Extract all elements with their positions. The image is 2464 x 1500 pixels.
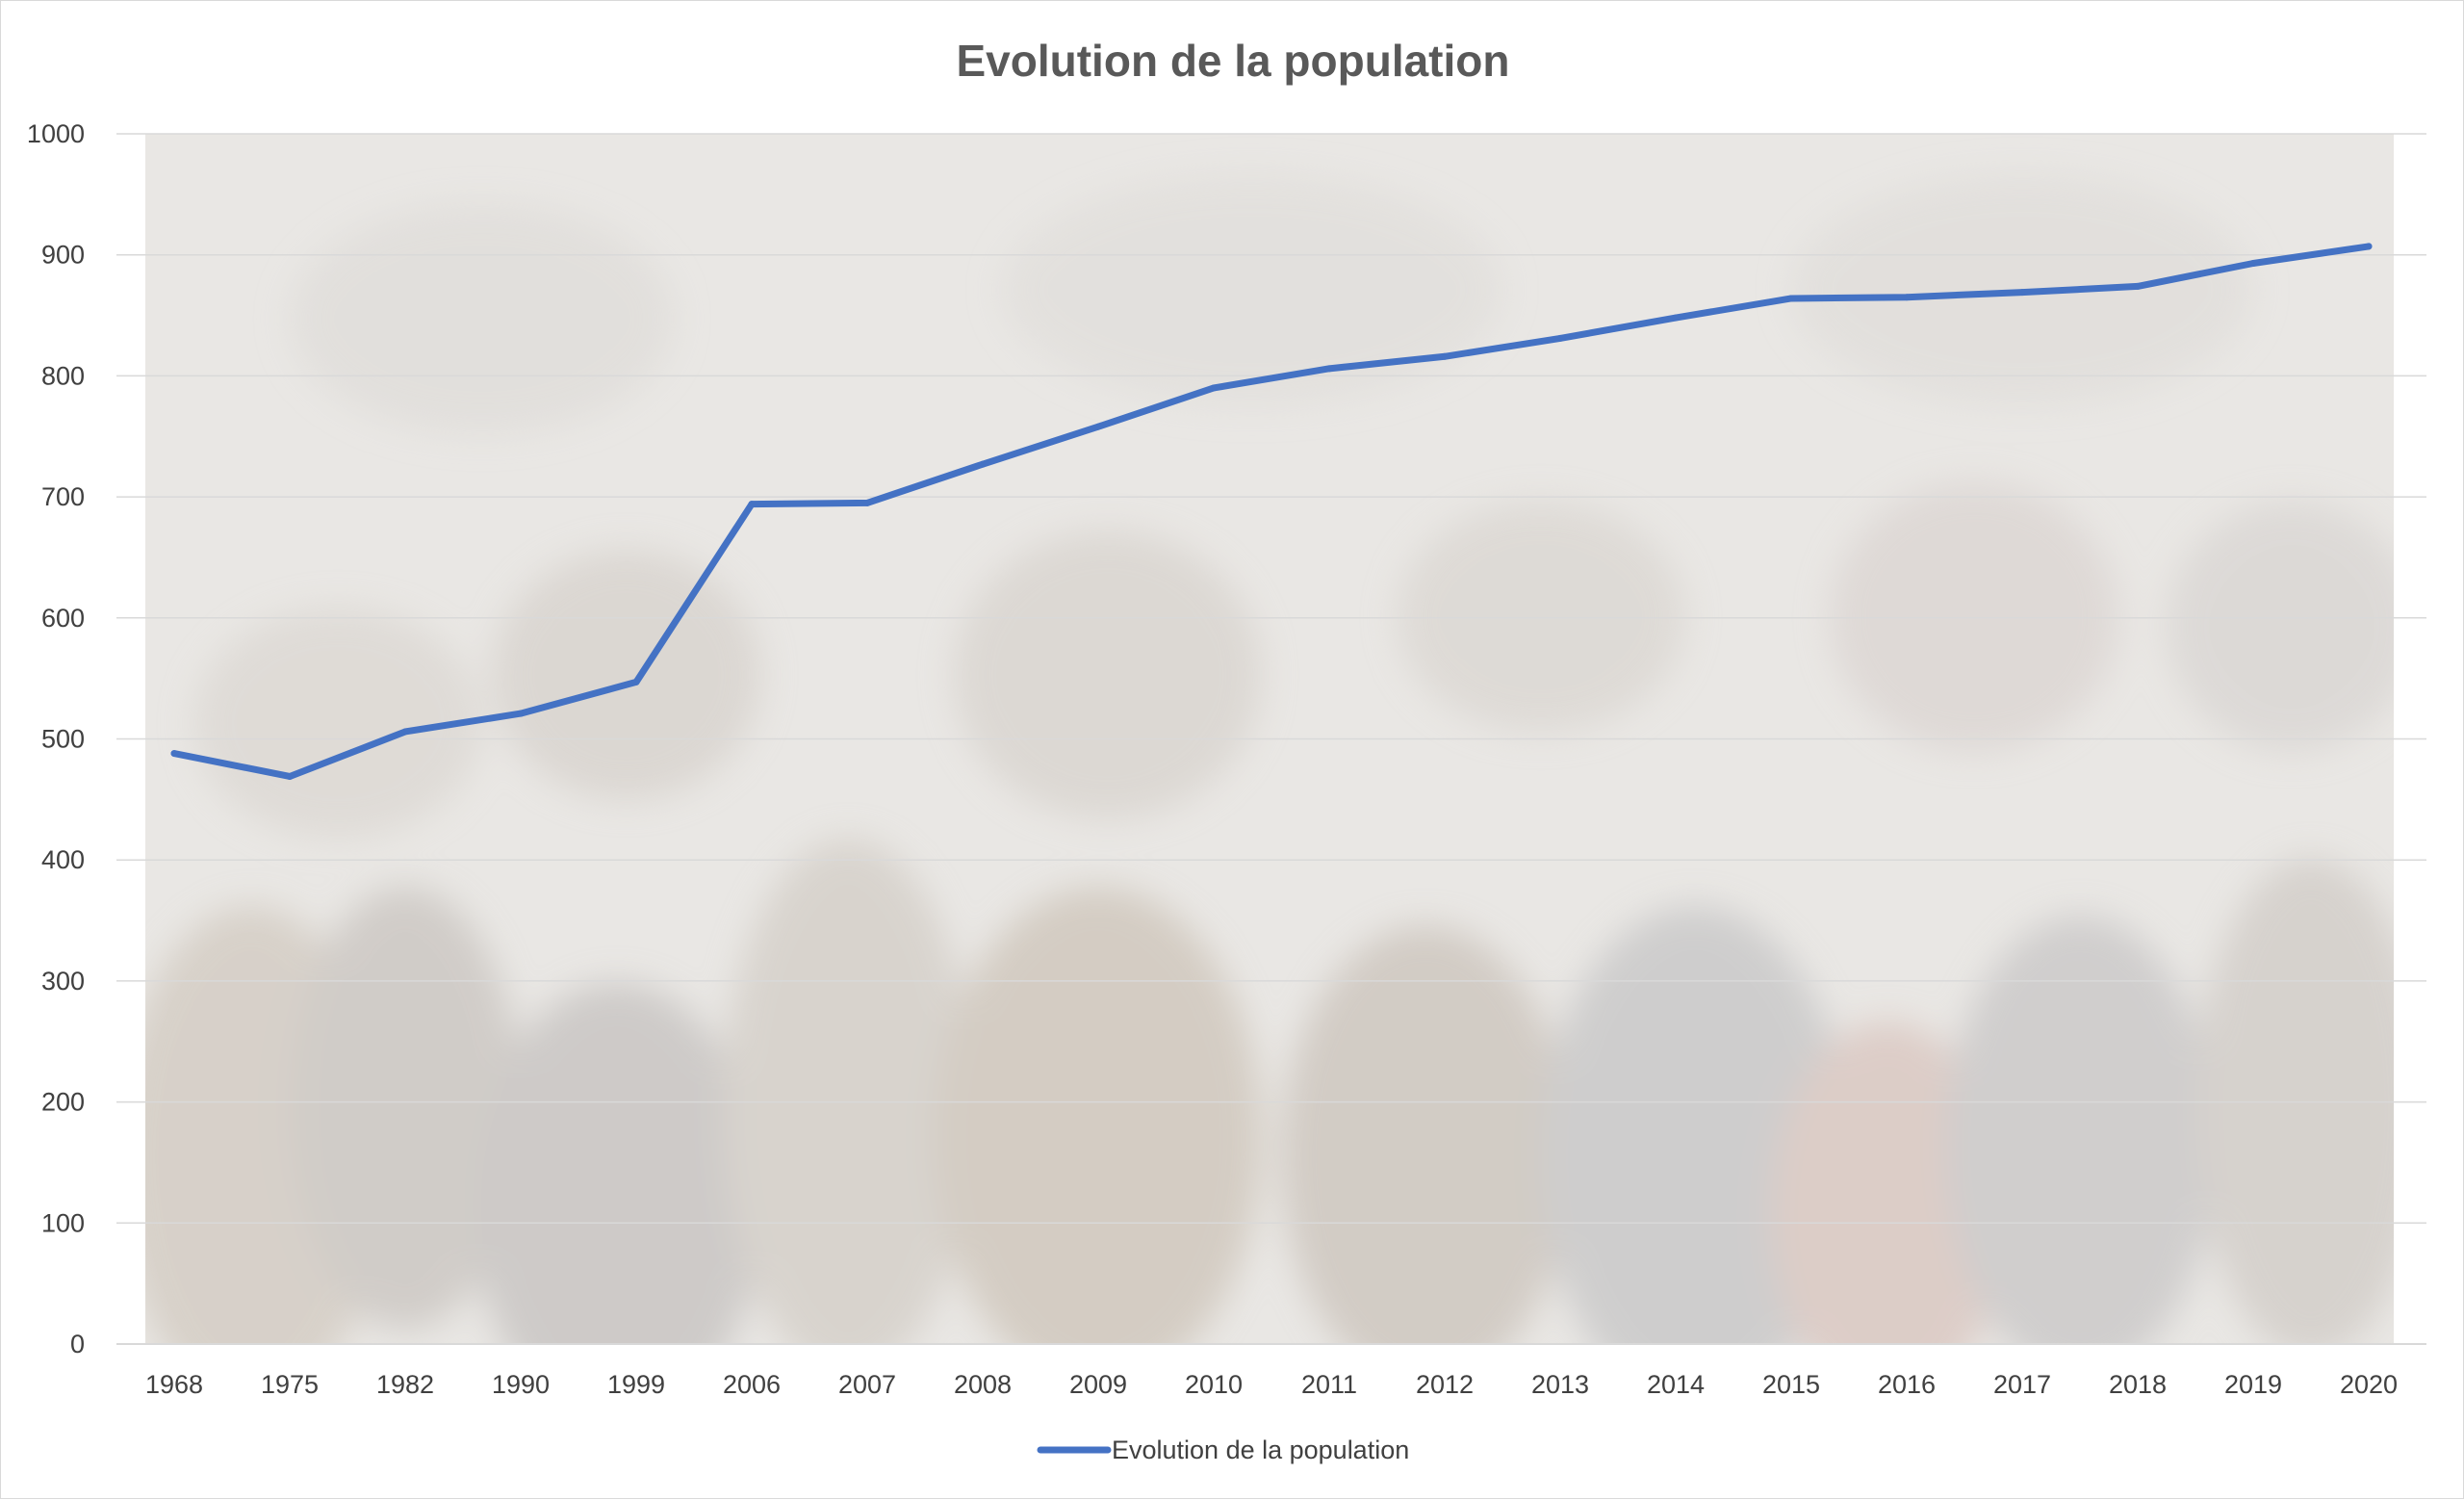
x-tick-label: 1975 bbox=[261, 1370, 319, 1399]
y-tick-label: 800 bbox=[41, 361, 85, 390]
x-tick-label: 2007 bbox=[838, 1370, 896, 1399]
chart-title: Evolution de la population bbox=[957, 36, 1510, 86]
data-point bbox=[863, 499, 871, 506]
x-tick-label: 2009 bbox=[1069, 1370, 1127, 1399]
y-tick-label: 1000 bbox=[27, 119, 85, 148]
x-tick-label: 2014 bbox=[1647, 1370, 1705, 1399]
data-point bbox=[1556, 334, 1564, 342]
data-point bbox=[632, 678, 640, 685]
y-tick-label: 100 bbox=[41, 1208, 85, 1237]
data-point bbox=[748, 501, 756, 508]
data-point bbox=[401, 728, 409, 736]
y-axis: 0 100 200 300 400 500 600 700 800 900 1000 bbox=[27, 119, 85, 1358]
y-tick-label: 300 bbox=[41, 967, 85, 996]
x-tick-label: 2018 bbox=[2109, 1370, 2167, 1399]
x-tick-label: 2020 bbox=[2340, 1370, 2398, 1399]
x-tick-label: 2011 bbox=[1301, 1370, 1357, 1399]
x-tick-label: 2019 bbox=[2224, 1370, 2282, 1399]
legend: Evolution de la population bbox=[1037, 1435, 1409, 1464]
y-tick-label: 600 bbox=[41, 604, 85, 633]
series-line bbox=[170, 243, 2373, 780]
x-tick-label: 2015 bbox=[1762, 1370, 1820, 1399]
x-tick-label: 1990 bbox=[492, 1370, 550, 1399]
gridlines bbox=[116, 133, 2426, 1345]
data-point bbox=[979, 460, 987, 468]
x-tick-label: 2010 bbox=[1185, 1370, 1243, 1399]
data-point bbox=[2018, 289, 2026, 297]
data-point bbox=[286, 772, 294, 780]
x-tick-label: 1999 bbox=[607, 1370, 665, 1399]
data-point bbox=[2249, 259, 2257, 267]
x-tick-label: 1968 bbox=[145, 1370, 203, 1399]
x-tick-label: 2008 bbox=[954, 1370, 1012, 1399]
legend-label: Evolution de la population bbox=[1112, 1435, 1409, 1464]
x-tick-label: 2012 bbox=[1416, 1370, 1474, 1399]
data-point bbox=[2134, 282, 2142, 290]
x-tick-label: 2016 bbox=[1878, 1370, 1936, 1399]
data-point bbox=[1903, 294, 1911, 301]
x-tick-label: 1982 bbox=[376, 1370, 434, 1399]
x-tick-label: 2017 bbox=[1993, 1370, 2051, 1399]
y-tick-label: 400 bbox=[41, 845, 85, 874]
y-tick-label: 200 bbox=[41, 1088, 85, 1117]
x-tick-label: 2006 bbox=[723, 1370, 781, 1399]
data-point bbox=[1210, 384, 1218, 392]
y-tick-label: 0 bbox=[70, 1330, 85, 1358]
crowd-photo-background bbox=[145, 134, 2394, 1344]
data-point bbox=[1787, 295, 1795, 302]
data-point bbox=[1094, 423, 1102, 430]
data-point bbox=[1441, 352, 1449, 360]
y-tick-label: 900 bbox=[41, 241, 85, 270]
data-point bbox=[1672, 314, 1680, 322]
y-tick-label: 700 bbox=[41, 482, 85, 511]
data-point bbox=[517, 710, 525, 717]
x-tick-label: 2013 bbox=[1531, 1370, 1589, 1399]
data-point bbox=[1325, 365, 1333, 373]
data-point bbox=[2365, 243, 2373, 250]
x-axis: 1968 1975 1982 1990 1999 2006 2007 2008 2009 2010… bbox=[145, 1370, 2398, 1399]
series-layer bbox=[170, 243, 2373, 780]
y-tick-label: 500 bbox=[41, 725, 85, 754]
data-point bbox=[170, 750, 178, 758]
